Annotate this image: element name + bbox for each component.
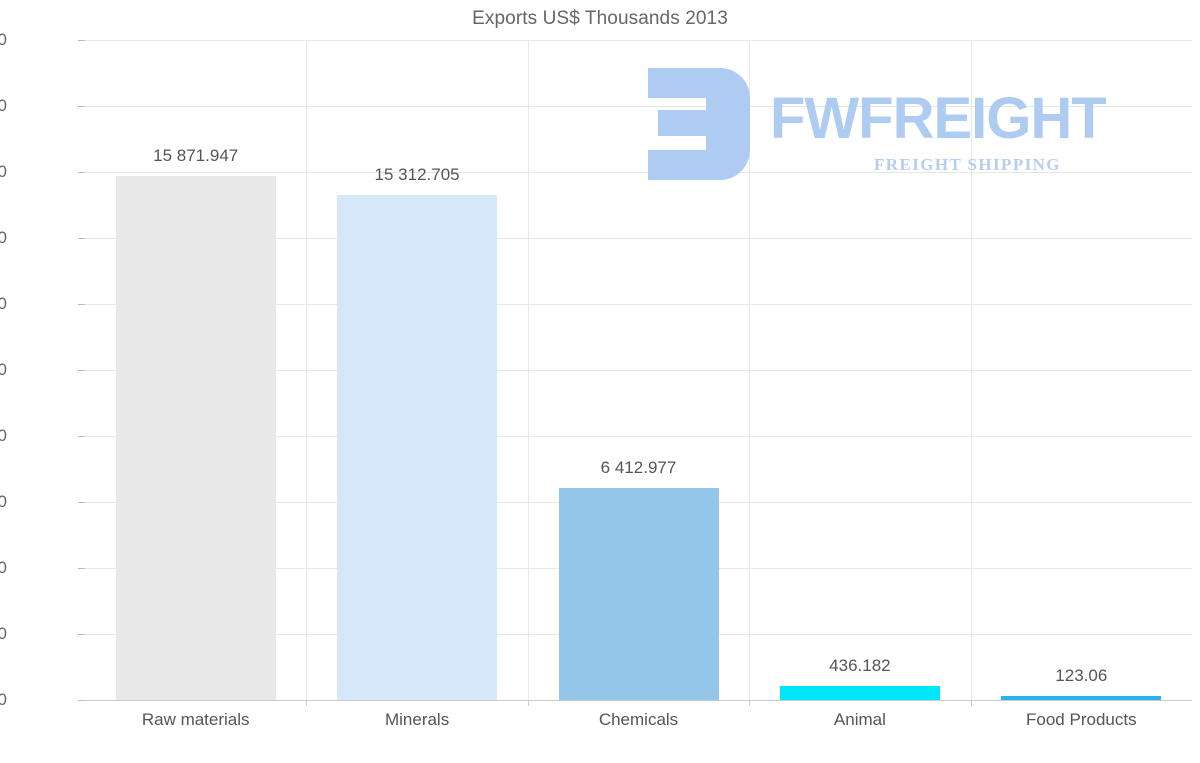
bar[interactable] [1001, 695, 1162, 700]
y-axis-tick-mark [78, 370, 85, 371]
y-axis-tick-label: 20 000 [0, 30, 7, 49]
gridline-horizontal [85, 238, 1192, 239]
gridline-horizontal [85, 700, 1192, 701]
y-axis-tick-mark [78, 700, 85, 701]
gridline-horizontal [85, 40, 1192, 41]
x-axis-tick-mark [970, 700, 972, 706]
y-axis-tick-label: 12 000 [0, 294, 7, 313]
bar[interactable] [779, 685, 940, 700]
plot-area [85, 40, 1192, 701]
y-axis-tick-mark [78, 172, 85, 173]
chart-title: Exports US$ Thousands 2013 [472, 8, 728, 29]
y-axis-tick-label: 4 000 [0, 558, 7, 577]
y-axis-tick-mark [78, 436, 85, 437]
x-axis-category-label: Chemicals [598, 710, 679, 729]
bar-value-label: 15 871.947 [153, 146, 239, 166]
y-axis-tick-label: 14 000 [0, 228, 7, 247]
bar-value-label: 436.182 [829, 655, 891, 675]
x-axis-category-label: Animal [833, 710, 886, 729]
y-axis-tick-mark [78, 304, 85, 305]
y-axis-tick-mark [78, 502, 85, 503]
y-axis-tick-label: 8 000 [0, 426, 7, 445]
gridline-vertical [970, 40, 972, 700]
bar-value-label: 123.06 [1055, 665, 1108, 685]
x-axis-category-label: Food Products [1026, 710, 1137, 729]
y-axis-tick-label: 10 000 [0, 360, 7, 379]
y-axis-tick-label: 18 000 [0, 96, 7, 115]
bar-value-label: 6 412.977 [600, 458, 677, 478]
gridline-vertical [527, 40, 529, 700]
gridline-horizontal [85, 172, 1192, 173]
y-axis-tick-label: 16 000 [0, 162, 7, 181]
x-axis-tick-mark [527, 700, 529, 706]
x-axis-tick-mark [749, 700, 751, 706]
bar[interactable] [558, 488, 719, 700]
y-axis-tick-mark [78, 238, 85, 239]
gridline-horizontal [85, 106, 1192, 107]
y-axis-tick-mark [78, 634, 85, 635]
y-axis-tick-label: 6 000 [0, 492, 7, 511]
x-axis-category-label: Minerals [384, 710, 450, 729]
gridline-horizontal [85, 304, 1192, 305]
bar-value-label: 15 312.705 [374, 164, 460, 184]
y-axis-tick-label: 0 [0, 690, 7, 709]
x-axis-tick-mark [306, 700, 308, 706]
bar[interactable] [115, 176, 276, 700]
bar[interactable] [337, 194, 498, 700]
y-axis-tick-mark [78, 40, 85, 41]
x-axis-category-label: Raw materials [141, 710, 250, 729]
gridline-horizontal [85, 370, 1192, 371]
y-axis-tick-mark [78, 568, 85, 569]
gridline-horizontal [85, 436, 1192, 437]
y-axis-tick-mark [78, 106, 85, 107]
y-axis-tick-label: 2 000 [0, 624, 7, 643]
gridline-vertical [306, 40, 308, 700]
gridline-vertical [749, 40, 751, 700]
